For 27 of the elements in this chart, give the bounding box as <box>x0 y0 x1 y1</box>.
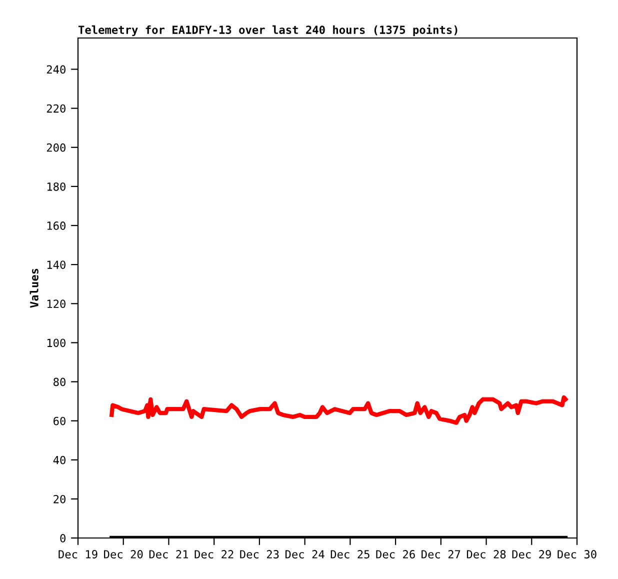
x-tick-label: Dec 19 <box>58 550 98 558</box>
x-tick-label: Dec 23 <box>240 550 279 558</box>
y-tick-label: 160 <box>47 222 66 230</box>
y-tick-label: 240 <box>46 65 66 74</box>
y-tick-label: 120 <box>47 300 66 308</box>
x-tick-label: Dec 28 <box>466 550 506 558</box>
x-tick-label: Dec 30 <box>558 550 596 558</box>
y-tick-label: 140 <box>47 260 66 269</box>
y-tick-label: 220 <box>46 104 66 113</box>
x-tick-label: Dec 22 <box>194 550 234 558</box>
x-tick-label: Dec 27 <box>422 550 460 558</box>
y-tick-label: 20 <box>54 494 66 504</box>
y-tick-label: 40 <box>53 456 66 464</box>
x-tick-label: Dec 25 <box>330 550 370 558</box>
y-tick-label: 100 <box>47 338 66 348</box>
chart-title: Telemetry for EA1DFY-13 over last 240 hours (1375 points) <box>78 24 458 36</box>
x-tick-label: Dec 20 <box>104 550 143 558</box>
y-tick-label: 60 <box>54 416 66 426</box>
y-tick-label: 80 <box>54 378 66 386</box>
y-tick-label: 180 <box>47 182 66 191</box>
x-tick-label: Dec 29 <box>512 550 551 558</box>
y-axis-title: Values <box>30 268 38 308</box>
x-tick-label: Dec 21 <box>149 550 188 558</box>
y-tick-label: 200 <box>46 143 66 152</box>
x-tick-label: Dec 26 <box>376 550 415 558</box>
x-tick-label: Dec 24 <box>285 550 324 558</box>
y-tick-label: 0 <box>60 534 66 542</box>
